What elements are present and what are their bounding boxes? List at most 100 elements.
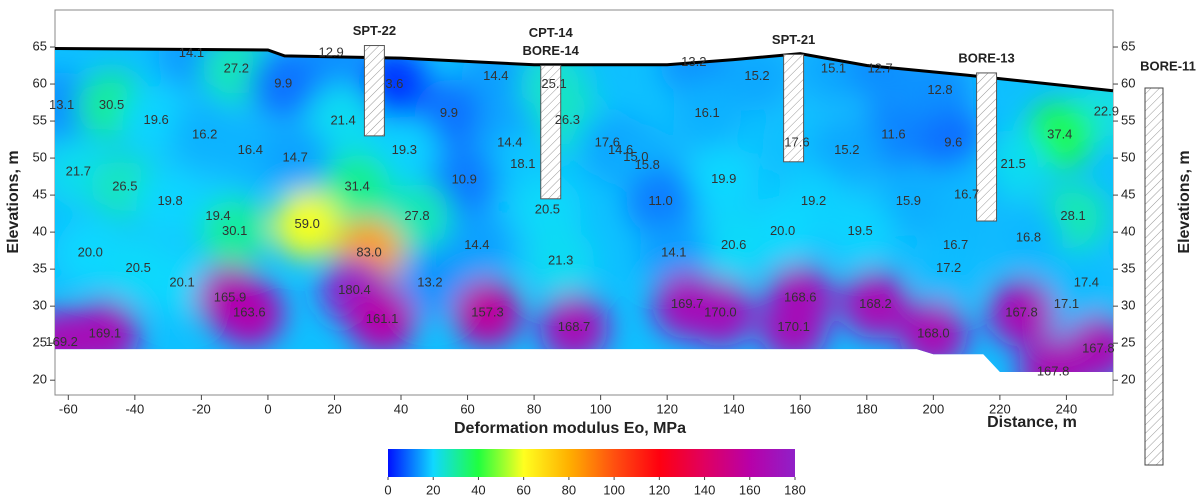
value-label: 19.8: [157, 193, 182, 208]
field-blob: [919, 109, 988, 178]
colorbar-tick-label: 100: [603, 482, 625, 497]
borehole: [363, 45, 385, 137]
borehole-label: SPT-22: [353, 23, 396, 38]
value-label: 169.1: [89, 326, 122, 341]
value-label: 170.0: [704, 304, 737, 319]
x-tick-label: 40: [394, 401, 408, 416]
x-tick-label: 20: [327, 401, 341, 416]
field-blob: [200, 197, 269, 266]
value-label: 20.5: [126, 260, 151, 275]
value-label: 167.8: [1005, 304, 1038, 319]
value-label: 180.4: [338, 282, 371, 297]
x-tick-label: 120: [656, 401, 678, 416]
x-tick-label: 140: [723, 401, 745, 416]
value-label: 13.2: [681, 54, 706, 69]
borehole: [540, 65, 562, 200]
field-blob: [526, 226, 595, 295]
x-tick-label: 0: [264, 401, 271, 416]
field-blob: [841, 270, 910, 339]
y-tick-label: 20: [33, 372, 47, 387]
value-label: 165.9: [214, 289, 247, 304]
colorbar-tick-label: 140: [694, 482, 716, 497]
field-blob: [540, 293, 609, 362]
value-label: 31.4: [344, 178, 369, 193]
value-label: 17.2: [936, 260, 961, 275]
field-blob: [430, 146, 499, 215]
field-blob: [699, 211, 768, 280]
value-label: 37.4: [1047, 127, 1072, 142]
value-label: 25.1: [541, 76, 566, 91]
colorbar-tick-label: 80: [562, 482, 576, 497]
value-label: 30.1: [222, 223, 247, 238]
value-label: 30.5: [99, 97, 124, 112]
x-axis-title: Distance, m: [987, 414, 1077, 431]
borehole-label: BORE-14: [523, 43, 580, 58]
borehole: [783, 53, 805, 163]
value-label: 20.1: [169, 275, 194, 290]
field-blob: [626, 167, 695, 236]
value-label: 15.2: [744, 68, 769, 83]
value-label: 12.9: [318, 44, 343, 59]
value-label: 14.1: [661, 244, 686, 259]
value-label: 14.4: [483, 68, 508, 83]
y2-tick-label: 55: [1121, 112, 1135, 127]
x-tick-label: -20: [192, 401, 211, 416]
x-tick-label: 220: [989, 401, 1011, 416]
value-label: 13.1: [49, 97, 74, 112]
value-label: 168.2: [859, 296, 892, 311]
value-label: 14.1: [179, 45, 204, 60]
field-blob: [826, 197, 895, 266]
value-label: 15.0: [623, 149, 648, 164]
x-tick-label: 160: [789, 401, 811, 416]
x-tick-label: 180: [856, 401, 878, 416]
value-label: 19.9: [711, 171, 736, 186]
x-tick-label: 200: [922, 401, 944, 416]
field-blob: [414, 79, 483, 148]
field-blob: [812, 116, 881, 185]
y2-tick-label: 30: [1121, 298, 1135, 313]
value-label: 16.7: [943, 237, 968, 252]
value-label: 21.5: [1001, 156, 1026, 171]
value-label: 19.5: [847, 223, 872, 238]
value-label: 169.7: [671, 296, 704, 311]
value-label: 27.8: [404, 208, 429, 223]
field-blob: [994, 204, 1063, 273]
field-blob: [686, 278, 755, 347]
value-label: 19.6: [143, 112, 168, 127]
value-label: 22.9: [1094, 104, 1119, 119]
value-label: 27.2: [224, 61, 249, 76]
colorbar-title: Deformation modulus Eo, MPa: [454, 420, 686, 437]
borehole: [976, 72, 998, 222]
field-blob: [453, 278, 522, 347]
value-label: 16.4: [238, 142, 263, 157]
value-label: 59.0: [295, 216, 320, 231]
x-tick-label: 240: [1056, 401, 1078, 416]
value-label: 14.4: [497, 135, 522, 150]
colorbar-tick-label: 120: [648, 482, 670, 497]
y2-tick-label: 45: [1121, 187, 1135, 202]
value-label: 18.1: [510, 156, 535, 171]
y2-tick-label: 35: [1121, 261, 1135, 276]
value-label: 9.6: [944, 135, 962, 150]
value-label: 17.1: [1054, 296, 1079, 311]
y-axis-title: Elevations, m: [5, 150, 22, 253]
field-blob: [370, 116, 439, 185]
colorbar-tick-label: 160: [739, 482, 761, 497]
value-label: 170.1: [777, 319, 810, 334]
value-label: 3.6: [385, 76, 403, 91]
field-blob: [513, 175, 582, 244]
borehole-label: CPT-14: [529, 25, 574, 40]
field-blob: [689, 145, 758, 214]
value-label: 17.4: [1074, 275, 1099, 290]
value-label: 16.7: [954, 187, 979, 202]
y-tick-label: 45: [33, 187, 47, 202]
y-tick-label: 55: [33, 112, 47, 127]
x-tick-label: -40: [125, 401, 144, 416]
value-label: 13.2: [417, 275, 442, 290]
value-label: 28.1: [1060, 208, 1085, 223]
value-label: 12.8: [927, 82, 952, 97]
value-label: 21.4: [330, 112, 355, 127]
value-label: 15.8: [635, 157, 660, 172]
value-label: 12.7: [867, 61, 892, 76]
